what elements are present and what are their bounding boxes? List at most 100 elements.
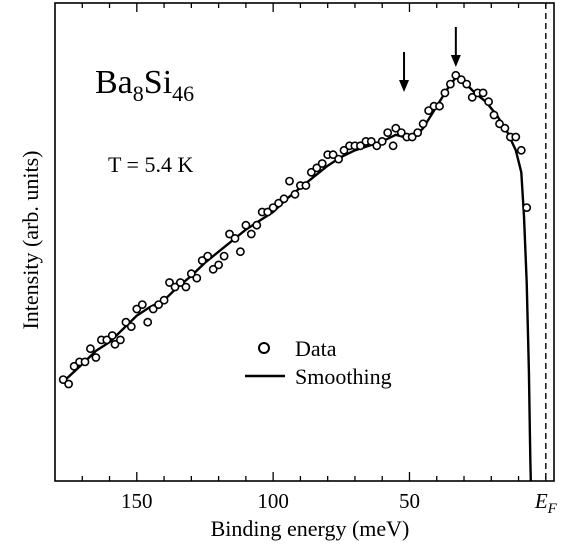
data-point <box>132 304 142 314</box>
data-point <box>456 75 466 85</box>
data-point <box>208 264 218 274</box>
data-point <box>192 273 202 283</box>
data-point <box>235 247 245 257</box>
x-tick-labels: 150 100 50 EF <box>121 489 558 517</box>
arrow-head-52 <box>399 80 410 92</box>
data-point <box>328 150 338 160</box>
data-point <box>511 132 521 142</box>
data-point <box>355 141 365 151</box>
data-point <box>165 278 174 287</box>
x-axis-title: Binding energy (meV) <box>211 516 410 541</box>
data-point <box>121 317 131 327</box>
data-point <box>252 220 262 230</box>
data-point <box>339 145 349 155</box>
x-tick-label-150: 150 <box>121 489 153 513</box>
fermi-label-base: E <box>534 489 548 513</box>
data-point <box>413 128 423 137</box>
data-point <box>268 203 278 212</box>
data-point <box>489 110 499 120</box>
smoothing-line <box>62 76 532 482</box>
data-point <box>230 233 240 243</box>
data-point <box>372 141 382 151</box>
compound-label: Ba8Si46 <box>95 64 194 106</box>
x-tick-label-50: 50 <box>399 489 420 513</box>
data-point <box>312 163 322 173</box>
data-point <box>91 353 101 362</box>
data-point <box>137 300 147 309</box>
legend-smoothing-label: Smoothing <box>295 364 392 389</box>
data-point <box>377 136 387 146</box>
data-point <box>285 176 294 186</box>
data-point <box>225 229 234 239</box>
data-point <box>451 70 461 80</box>
data-point <box>64 379 73 389</box>
data-point <box>241 220 251 230</box>
data-point <box>366 136 376 146</box>
compound-si-subscript: 46 <box>172 81 194 106</box>
data-point <box>86 344 95 354</box>
data-point <box>197 256 207 265</box>
data-point <box>126 322 136 331</box>
x-tick-label-fermi: EF <box>534 489 558 517</box>
data-point <box>440 88 450 98</box>
data-point <box>317 159 327 168</box>
data-point <box>462 79 472 89</box>
compound-si: Si <box>144 64 172 101</box>
compound-ba: Ba <box>95 64 133 101</box>
data-point <box>80 357 90 367</box>
temperature-label: T = 5.4 K <box>108 152 193 177</box>
data-point <box>334 154 343 164</box>
data-point <box>246 229 256 239</box>
data-point <box>290 189 300 199</box>
data-point <box>500 123 510 133</box>
compound-ba-subscript: 8 <box>133 81 144 106</box>
data-point <box>383 128 393 137</box>
data-point <box>219 251 229 261</box>
data-point <box>418 119 428 129</box>
data-point <box>143 317 153 327</box>
data-point <box>279 194 289 204</box>
data-point <box>203 251 213 261</box>
x-axis-ticks <box>81 3 547 481</box>
legend-data-marker <box>258 342 270 354</box>
data-points <box>58 70 532 389</box>
data-point <box>175 278 185 287</box>
arrow-head-33 <box>450 55 461 67</box>
data-point <box>396 128 406 137</box>
data-point <box>116 335 125 345</box>
data-point <box>306 167 316 177</box>
data-point <box>107 331 117 340</box>
data-point <box>148 304 158 314</box>
data-point <box>69 361 79 371</box>
data-point <box>388 141 398 151</box>
y-axis-title: Intensity (arb. units) <box>18 150 43 329</box>
data-point <box>274 198 283 208</box>
data-point <box>435 101 444 111</box>
data-point <box>522 203 532 212</box>
fermi-label-subscript: F <box>547 501 558 517</box>
data-point <box>186 269 196 279</box>
data-point <box>159 295 169 305</box>
x-tick-label-100: 100 <box>257 489 289 513</box>
data-point <box>424 106 433 115</box>
data-point <box>445 79 455 89</box>
data-point <box>110 339 120 349</box>
data-point <box>214 260 223 270</box>
legend-data-label: Data <box>295 336 337 361</box>
plot-frame <box>54 2 555 482</box>
data-point <box>495 119 504 129</box>
data-point <box>154 300 163 309</box>
data-point <box>484 97 493 107</box>
data-point <box>467 92 477 102</box>
data-point <box>181 282 191 292</box>
data-point <box>263 207 273 217</box>
peak-arrows <box>399 27 461 92</box>
data-point <box>407 132 417 142</box>
legend: Data Smoothing <box>245 336 392 389</box>
data-point <box>478 88 488 98</box>
data-point <box>391 123 401 133</box>
data-point <box>58 375 68 384</box>
data-point <box>516 145 526 155</box>
data-point <box>170 282 180 292</box>
